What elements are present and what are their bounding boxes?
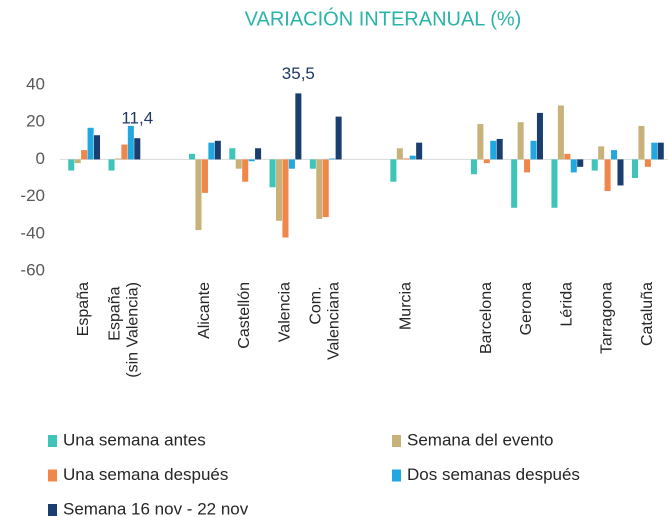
bar xyxy=(517,122,524,160)
bar xyxy=(470,159,477,175)
bar xyxy=(617,159,624,186)
bar xyxy=(195,159,202,231)
bar xyxy=(134,138,141,160)
bar xyxy=(329,158,336,160)
legend-swatch xyxy=(48,435,57,447)
bar xyxy=(68,159,75,171)
bar xyxy=(269,159,276,188)
bar xyxy=(483,159,490,164)
bar xyxy=(477,124,484,160)
bar xyxy=(557,105,564,160)
legend-swatch xyxy=(392,435,401,447)
bar xyxy=(235,159,242,169)
bar xyxy=(644,159,651,167)
bar xyxy=(390,159,397,182)
bar xyxy=(611,150,618,160)
x-tick-label: Barcelona xyxy=(478,282,495,354)
bar xyxy=(214,140,221,160)
bar xyxy=(208,142,215,160)
bar xyxy=(570,159,577,173)
legend-label: Semana del evento xyxy=(407,430,554,449)
x-tick-label: Alicante xyxy=(196,282,213,339)
bar xyxy=(248,159,255,162)
y-tick-label: -40 xyxy=(20,223,45,242)
bar xyxy=(93,135,101,160)
bar xyxy=(591,159,598,171)
x-tick-label: Com. Valenciana xyxy=(308,282,343,360)
bar xyxy=(81,150,88,160)
bar xyxy=(604,159,611,192)
bar xyxy=(638,125,645,160)
x-tick-label: Valencia xyxy=(277,282,294,342)
y-tick-label: 40 xyxy=(26,74,45,93)
bar xyxy=(127,125,134,160)
bar xyxy=(309,159,316,169)
legend-swatch xyxy=(48,504,57,516)
bar xyxy=(242,159,249,182)
y-tick-label: 0 xyxy=(36,149,45,168)
bar xyxy=(551,159,558,208)
bar xyxy=(255,148,262,160)
bar xyxy=(403,158,410,160)
bar xyxy=(651,142,658,160)
bar xyxy=(288,159,295,169)
bar xyxy=(631,159,639,178)
bar xyxy=(416,142,423,160)
y-tick-label: 20 xyxy=(26,112,45,131)
bar xyxy=(74,159,81,164)
bar xyxy=(276,159,283,221)
x-tick-label: España (sin Valencia) xyxy=(107,282,142,378)
bar xyxy=(114,158,121,160)
bar xyxy=(536,112,543,160)
x-tick-label: Castellón xyxy=(236,282,253,349)
x-tick-label: Tarragona xyxy=(599,282,616,354)
bar xyxy=(564,153,571,160)
bar xyxy=(524,159,531,173)
x-tick-label: Gerona xyxy=(518,282,535,335)
bar xyxy=(322,159,329,218)
bar xyxy=(189,153,196,160)
bar xyxy=(87,127,94,160)
bar xyxy=(229,148,236,160)
bar xyxy=(598,146,605,160)
bar xyxy=(511,159,518,208)
bar xyxy=(282,159,289,238)
bar xyxy=(490,140,497,160)
y-tick-label: -20 xyxy=(20,186,45,205)
bar xyxy=(496,138,503,160)
legend-label: Semana 16 nov - 22 nov xyxy=(63,499,249,517)
legend-label: Una semana antes xyxy=(63,430,206,449)
legend-label: Una semana después xyxy=(63,465,228,484)
bar xyxy=(121,144,128,160)
data-label: 11,4 xyxy=(121,109,153,128)
bar xyxy=(577,159,584,167)
bar xyxy=(316,159,323,219)
bar xyxy=(530,140,537,160)
bar xyxy=(108,159,115,171)
x-tick-label: Cataluña xyxy=(639,282,656,346)
bar xyxy=(396,148,403,160)
data-label: 35,5 xyxy=(282,64,315,83)
legend-swatch xyxy=(392,469,401,482)
legend-swatch xyxy=(48,469,57,482)
legend-label: Dos semanas después xyxy=(407,465,580,484)
x-tick-label: España xyxy=(75,282,92,336)
bar xyxy=(657,142,664,160)
bar xyxy=(335,116,342,160)
x-tick-label: Murcia xyxy=(397,282,414,330)
x-tick-label: Lérida xyxy=(559,282,576,327)
chart-title: VARIACIÓN INTERANUAL (%) xyxy=(245,7,522,30)
bar xyxy=(295,93,302,160)
y-tick-label: -60 xyxy=(20,260,45,279)
bar xyxy=(201,159,208,193)
bar xyxy=(409,155,416,160)
